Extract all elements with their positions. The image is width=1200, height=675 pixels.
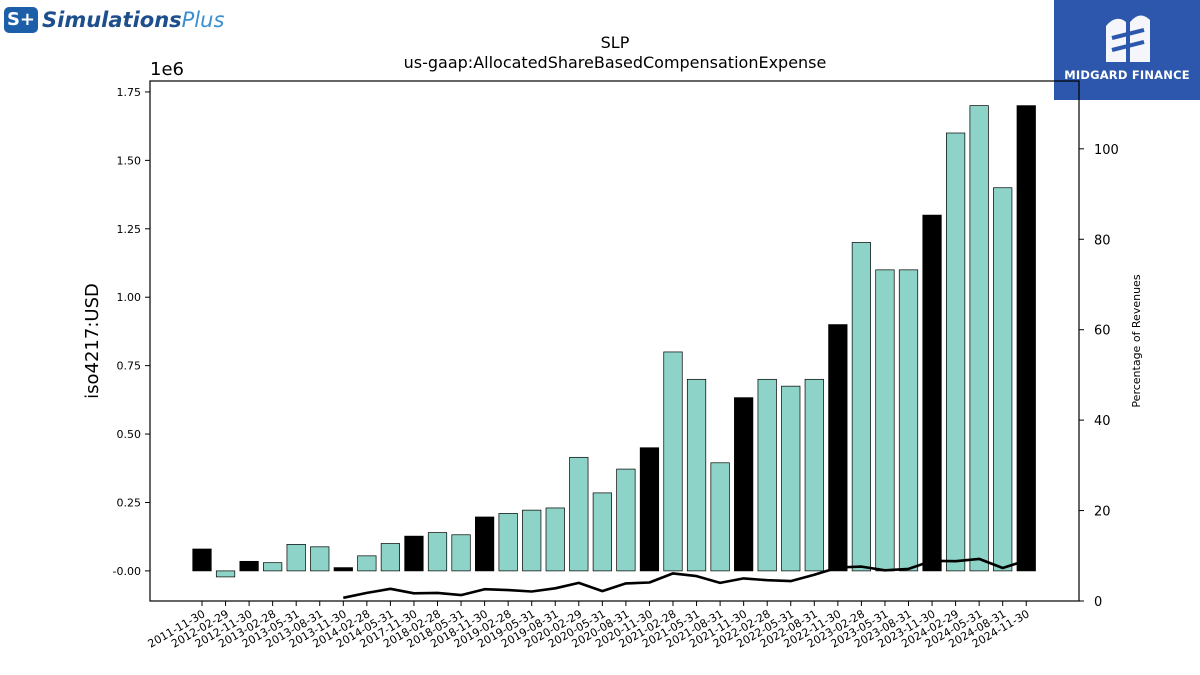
bar-2018-02-28 xyxy=(427,532,448,572)
y2-tick-label: 80 xyxy=(1094,233,1111,248)
chart-title: SLP xyxy=(601,33,630,52)
bar-2018-05-31 xyxy=(451,534,471,572)
y-tick-label: 1.00 xyxy=(117,291,142,304)
percentage-line-segment-2 xyxy=(343,557,1027,600)
bar-2021-05-31 xyxy=(686,378,707,572)
bar-2023-11-30 xyxy=(922,214,942,572)
y2-tick-label: 40 xyxy=(1094,414,1111,429)
y-tick-label: 0.75 xyxy=(117,360,142,373)
bar-2019-08-31 xyxy=(545,507,565,572)
bar-2022-11-30 xyxy=(828,324,848,572)
bar-2020-11-30 xyxy=(639,447,660,572)
midgard-finance-logo: MIDGARD FINANCE xyxy=(1054,0,1200,100)
simulations-plus-logo: S+ SimulationsPlus xyxy=(4,5,224,35)
y-tick-label: 0.25 xyxy=(117,496,142,509)
bar-2022-08-31 xyxy=(804,378,824,572)
bar-2021-02-28 xyxy=(663,351,683,572)
chart-subtitle: us-gaap:AllocatedShareBasedCompensationE… xyxy=(404,53,827,72)
bar-2023-08-31 xyxy=(898,269,919,572)
bar-2014-05-31 xyxy=(380,543,400,572)
y2-tick-label: 60 xyxy=(1094,324,1111,339)
y2-tick-label: 0 xyxy=(1094,595,1102,610)
y2-tick-label: 100 xyxy=(1094,143,1119,158)
bar-2024-08-31 xyxy=(993,187,1013,572)
bar-2013-05-31 xyxy=(286,543,306,572)
y2-tick-label: 20 xyxy=(1094,505,1111,520)
midgard-finance-text: MIDGARD FINANCE xyxy=(1064,68,1190,82)
bar-2014-02-28 xyxy=(357,555,377,572)
y2-axis-ticks: 0 20 40 60 80 100 xyxy=(1079,143,1119,610)
brand-main: Simulations xyxy=(42,8,182,32)
bar-2012-11-30 xyxy=(239,560,259,572)
bar-2013-11-30 xyxy=(333,567,353,572)
bar-2013-02-28 xyxy=(263,562,283,572)
y-axis-ticks: -0.00 0.25 0.50 0.75 1.00 1.25 1.50 1.75 xyxy=(113,86,150,578)
bar-2019-02-28 xyxy=(498,513,518,572)
bar-2021-11-30 xyxy=(734,397,754,572)
bar-2023-05-31 xyxy=(875,269,895,572)
bar-2022-05-31 xyxy=(781,385,801,572)
x-axis-ticks: 2011-11-302012-02-292012-11-302013-02-28… xyxy=(146,601,1032,651)
y-tick-label: 1.25 xyxy=(117,223,142,236)
bar-2023-02-28 xyxy=(851,242,872,572)
y-tick-label: 1.50 xyxy=(117,154,142,167)
bar-2019-05-31 xyxy=(522,509,542,572)
plot-frame xyxy=(149,80,1080,602)
bar-2017-11-30 xyxy=(404,535,424,572)
y-axis-multiplier: 1e6 xyxy=(150,59,184,80)
bar-2020-02-29 xyxy=(569,456,589,572)
percentage-line-layer xyxy=(343,557,1027,600)
y2-axis-label: Percentage of Revenues xyxy=(1130,274,1143,407)
bar-2012-02-29 xyxy=(215,570,236,578)
brand-accent: Plus xyxy=(181,8,225,32)
bar-2020-08-31 xyxy=(616,468,636,572)
bars-layer xyxy=(192,105,1036,578)
simulations-plus-wordmark: SimulationsPlus xyxy=(42,8,224,32)
y-axis-label: iso4217:USD xyxy=(82,283,103,399)
bar-2013-08-31 xyxy=(310,546,330,572)
bar-2024-11-30 xyxy=(1016,105,1036,572)
bar-2024-05-31 xyxy=(969,105,989,572)
s-plus-logo-icon: S+ xyxy=(4,7,38,33)
midgard-m-icon xyxy=(1106,15,1150,63)
y-tick-label: 0.50 xyxy=(117,428,142,441)
bar-2021-08-31 xyxy=(710,462,730,572)
bar-2022-02-28 xyxy=(757,378,777,572)
y-tick-label: -0.00 xyxy=(113,565,141,578)
bar-2024-02-29 xyxy=(945,132,966,572)
y-tick-label: 1.75 xyxy=(117,86,142,99)
bar-2020-05-31 xyxy=(592,492,612,572)
bar-2011-11-30 xyxy=(192,548,212,572)
bar-2018-11-30 xyxy=(475,516,495,572)
